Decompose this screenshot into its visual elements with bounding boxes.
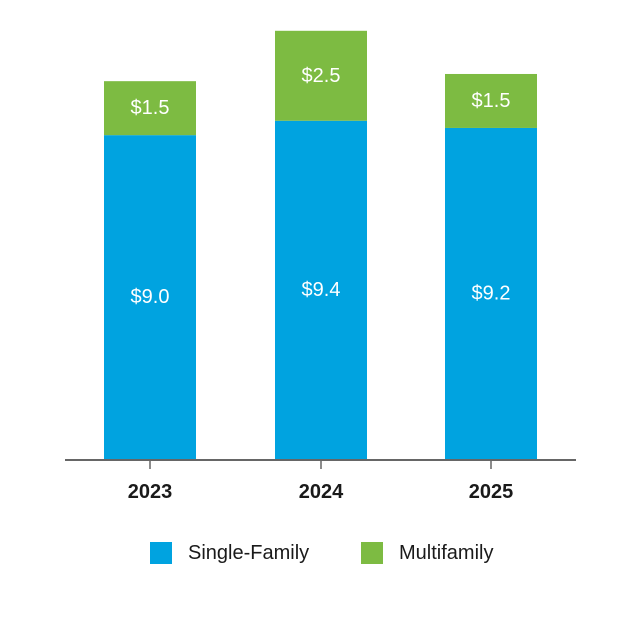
bar-single-family-2023 [104,135,196,460]
bar-multifamily-2023 [104,81,196,136]
bar-single-family-2025 [445,127,537,460]
x-tick-label-2024: 2024 [299,481,344,503]
data-label-single-family-2023: $9.0 [131,286,170,308]
data-label-single-family-2024: $9.4 [302,279,341,301]
bar-single-family-2024 [275,120,367,460]
bar-multifamily-2025 [445,73,537,128]
data-label-single-family-2025: $9.2 [472,282,511,304]
bar-multifamily-2024 [275,30,367,121]
x-ticks-layer: 2023 2024 2025 [128,460,514,503]
x-tick-label-2025: 2025 [469,481,514,503]
x-tick-label-2023: 2023 [128,481,173,503]
legend-item-single-family: Single-Family [150,538,309,568]
legend-swatch-single-family [150,542,172,564]
legend: Single-Family Multifamily [0,538,640,568]
bars-layer [104,30,537,460]
legend-label-multifamily: Multifamily [399,541,494,564]
data-label-multifamily-2023: $1.5 [131,97,170,119]
legend-swatch-multifamily [361,542,383,564]
data-label-multifamily-2025: $1.5 [472,90,511,112]
data-label-multifamily-2024: $2.5 [302,65,341,87]
legend-label-single-family: Single-Family [188,541,310,564]
segment-labels-layer: $9.0 $1.5 $9.4 $2.5 $9.2 $1.5 [131,65,511,308]
legend-item-multifamily: Multifamily [361,538,493,568]
